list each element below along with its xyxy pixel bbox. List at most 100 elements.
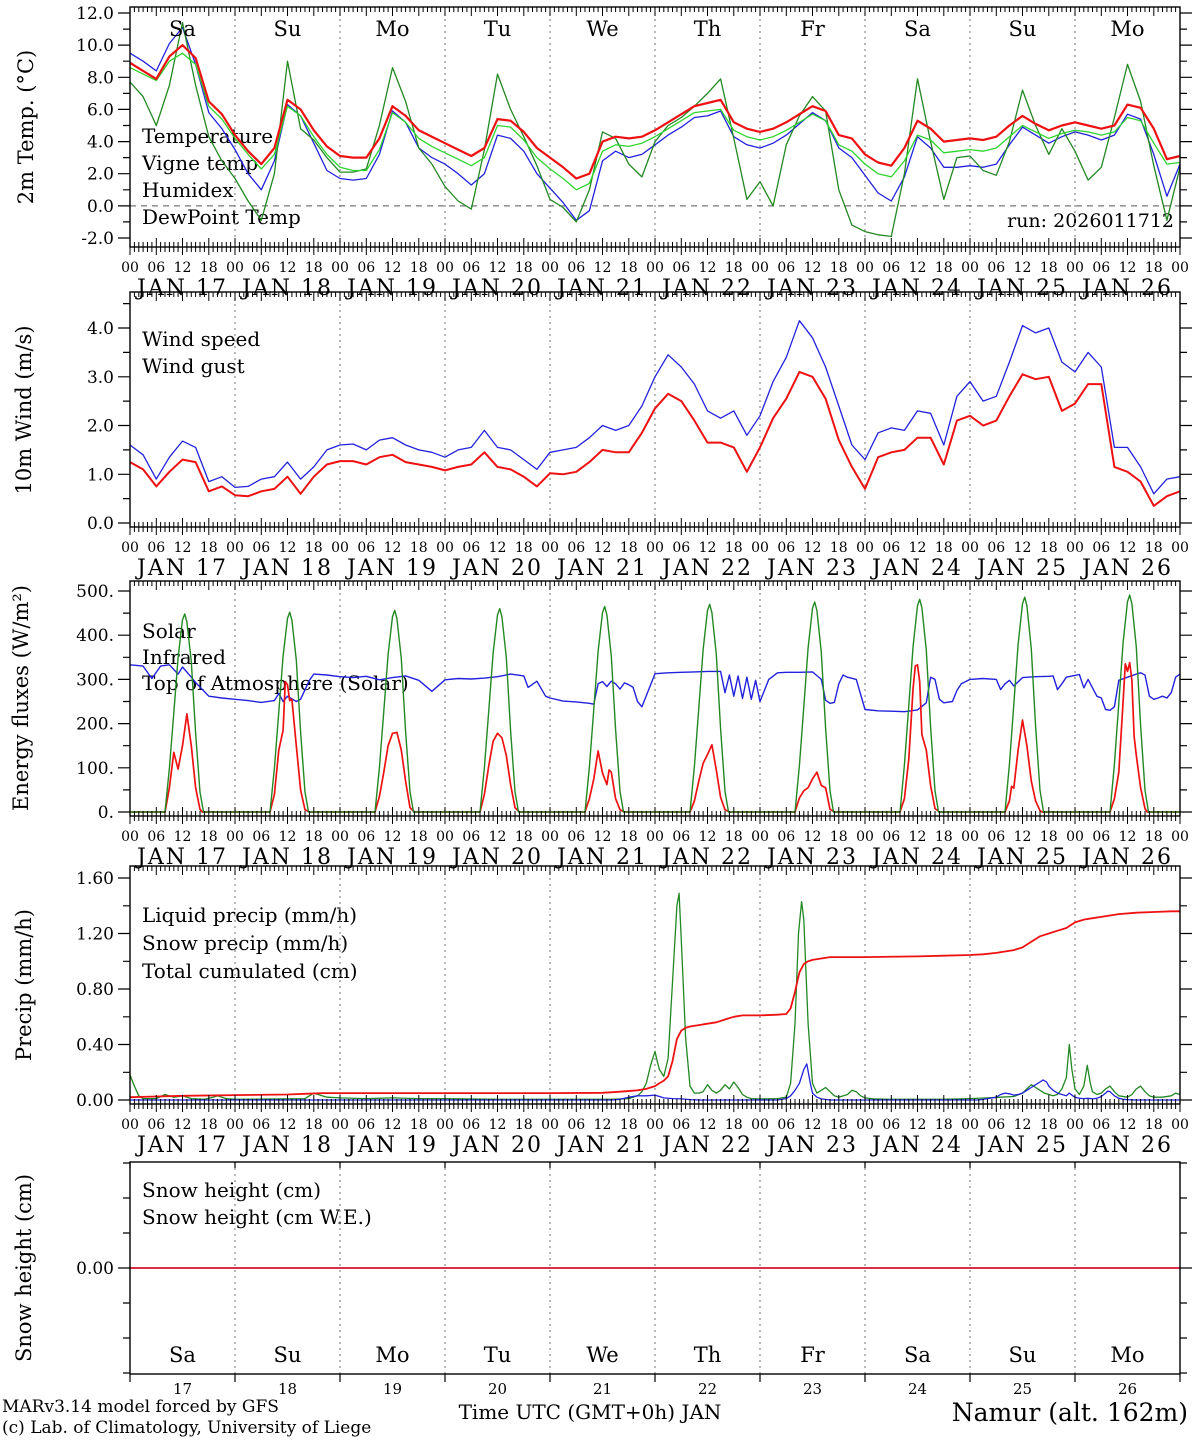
x-hour-label: 18 (1040, 540, 1058, 556)
x-axis-title: Time UTC (GMT+0h) JAN (459, 1400, 722, 1424)
x-hour-label: 18 (200, 1117, 218, 1133)
x-hour-label: 00 (541, 829, 559, 845)
x-hour-label: 18 (1040, 829, 1058, 845)
x-hour-label: 18 (200, 540, 218, 556)
x-hour-label: 06 (882, 540, 900, 556)
series-dewpoint (129, 52, 1181, 191)
x-hour-label: 00 (121, 829, 139, 845)
weekday-label-top: Sa (904, 17, 931, 41)
weekday-label-top: Fr (800, 17, 826, 41)
x-hour-label: 18 (830, 1117, 848, 1133)
legend-vigne-temp: Vigne temp (141, 151, 258, 175)
x-date-label: JAN 23 (765, 556, 858, 581)
x-date-label: JAN 22 (660, 556, 753, 581)
x-hour-label: 06 (777, 260, 795, 276)
x-hour-label: 12 (1119, 540, 1137, 556)
x-date-label: JAN 18 (240, 1133, 333, 1158)
x-hour-label: 12 (384, 540, 402, 556)
legend-dewpoint: DewPoint Temp (142, 205, 301, 229)
x-hour-label: 06 (1092, 829, 1110, 845)
yticks-temp (118, 12, 1192, 239)
x-hour-label: 06 (1092, 540, 1110, 556)
x-hour-label: 00 (751, 829, 769, 845)
weekday-label-bottom: Sa (904, 1343, 931, 1367)
x-date-label: JAN 24 (870, 1133, 963, 1158)
x-date-label: JAN 25 (975, 276, 1068, 301)
x-date-label: JAN 24 (870, 276, 963, 301)
x-hour-label: 00 (436, 1117, 454, 1133)
x-hour-label: 12 (174, 829, 192, 845)
x-hour-label: 06 (357, 1117, 375, 1133)
x-hour-label: 00 (436, 260, 454, 276)
x-hour-label: 18 (935, 260, 953, 276)
series-solar (130, 661, 1180, 813)
x-hour-label: 00 (1066, 260, 1084, 276)
x-hour-label: 06 (882, 829, 900, 845)
x-day-number: 24 (908, 1380, 927, 1398)
x-date-label: JAN 26 (1080, 556, 1173, 581)
x-hour-label: 06 (147, 260, 165, 276)
y-tick-label: 0.0 (87, 514, 114, 534)
x-hour-label: 12 (1119, 260, 1137, 276)
x-hour-label: 00 (331, 1117, 349, 1133)
x-hour-label: 12 (909, 540, 927, 556)
x-hour-label: 06 (777, 829, 795, 845)
legend-temperature: Temperature (142, 124, 273, 148)
x-hour-label: 00 (226, 1117, 244, 1133)
x-date-label: JAN 21 (555, 556, 648, 581)
series-wind_gust (129, 320, 1181, 495)
x-hour-label: 12 (174, 540, 192, 556)
x-hour-label: 06 (147, 829, 165, 845)
x-hour-label: 12 (699, 1117, 717, 1133)
weekday-label-top: Mo (1110, 17, 1144, 41)
x-hour-label: 12 (1014, 260, 1032, 276)
x-hour-label: 12 (699, 260, 717, 276)
x-date-label: JAN 24 (870, 556, 963, 581)
xticks-wind (129, 292, 1181, 535)
x-hour-label: 12 (489, 540, 507, 556)
x-hour-label: 18 (935, 540, 953, 556)
series-wind_speed (129, 370, 1181, 507)
y-tick-label: 0.0 (87, 197, 114, 217)
credit-line-2: (c) Lab. of Climatology, University of L… (2, 1418, 371, 1438)
legend-snow-height: Snow height (cm) (142, 1178, 321, 1202)
x-hour-label: 00 (1171, 1117, 1189, 1133)
x-hour-label: 12 (384, 260, 402, 276)
x-hour-label: 00 (961, 260, 979, 276)
x-hour-label: 12 (384, 1117, 402, 1133)
x-hour-label: 00 (856, 260, 874, 276)
x-hour-label: 06 (672, 829, 690, 845)
y-tick-label: 0.00 (76, 1259, 114, 1279)
y-tick-label: 1.20 (76, 925, 114, 945)
x-date-label: JAN 17 (135, 1133, 228, 1158)
x-hour-label: 06 (357, 260, 375, 276)
x-hour-label: 12 (804, 540, 822, 556)
series-snow_precip (130, 1063, 1180, 1101)
x-date-label: JAN 21 (555, 276, 648, 301)
x-hour-label: 18 (200, 829, 218, 845)
x-hour-label: 00 (121, 540, 139, 556)
series-total_cumulated (129, 910, 1180, 1099)
x-hour-label: 12 (174, 260, 192, 276)
x-hour-label: 12 (804, 260, 822, 276)
xticks-snow (129, 1162, 1181, 1382)
x-hour-label: 00 (646, 829, 664, 845)
x-hour-label: 18 (515, 1117, 533, 1133)
x-hour-label: 18 (1145, 1117, 1163, 1133)
x-hour-label: 18 (410, 260, 428, 276)
x-hour-label: 18 (305, 260, 323, 276)
x-hour-label: 12 (909, 829, 927, 845)
x-hour-label: 00 (961, 1117, 979, 1133)
x-hour-label: 18 (830, 829, 848, 845)
weekday-label-bottom: Fr (800, 1343, 826, 1367)
xticks-precip (129, 866, 1181, 1112)
y-title-energy: Energy fluxes (W/m²) (9, 585, 33, 811)
x-hour-label: 00 (751, 540, 769, 556)
x-hour-label: 00 (226, 260, 244, 276)
series-top_of_atmosphere (130, 594, 1180, 813)
x-date-label: JAN 20 (450, 276, 543, 301)
x-hour-label: 00 (121, 260, 139, 276)
grid-temp (234, 7, 1076, 247)
weekday-label-top: Mo (375, 17, 409, 41)
